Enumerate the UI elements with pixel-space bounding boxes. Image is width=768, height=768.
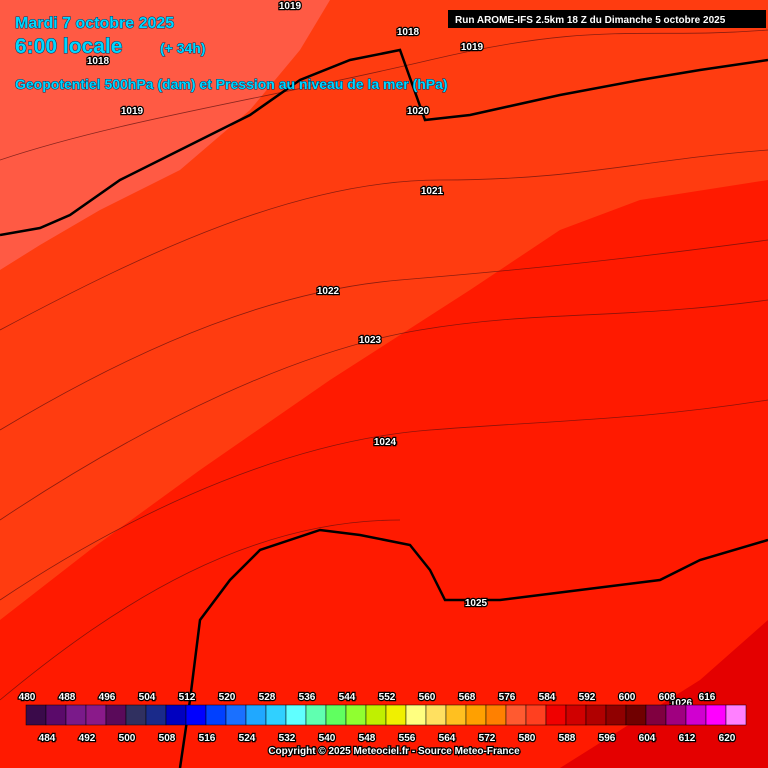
run-info: Run AROME-IFS 2.5km 18 Z du Dimanche 5 o… bbox=[455, 15, 726, 26]
colorbar-label: 620 bbox=[719, 733, 736, 744]
isobar-label: 1024 bbox=[374, 437, 397, 448]
lead-time: (+ 34h) bbox=[160, 40, 206, 56]
field bbox=[560, 620, 768, 768]
color-swatch bbox=[305, 704, 327, 726]
color-swatch bbox=[145, 704, 167, 726]
isobar-label: 1021 bbox=[421, 186, 444, 197]
colorbar-label: 580 bbox=[519, 733, 536, 744]
colorbar-label: 492 bbox=[79, 733, 96, 744]
colorbar: 480 484 488 492 496 500 504 508 512 516 520 524 528 5… bbox=[17, 691, 747, 745]
colorbar-label: 536 bbox=[299, 692, 316, 703]
color-swatch bbox=[425, 704, 447, 726]
colorbar-label: 584 bbox=[539, 692, 556, 703]
isobar-label: 1019 bbox=[279, 1, 302, 12]
colorbar-label: 588 bbox=[559, 733, 576, 744]
colorbar-label: 608 bbox=[659, 692, 676, 703]
colorbar-label: 520 bbox=[219, 692, 236, 703]
colorbar-label: 596 bbox=[599, 733, 616, 744]
color-swatch bbox=[625, 704, 647, 726]
colorbar-label: 480 bbox=[19, 692, 36, 703]
color-swatch bbox=[85, 704, 107, 726]
color-swatch bbox=[345, 704, 367, 726]
isobar-label: 1019 bbox=[121, 106, 144, 117]
colorbar-label: 488 bbox=[59, 692, 76, 703]
colorbar-label: 576 bbox=[499, 692, 516, 703]
color-swatch bbox=[545, 704, 567, 726]
color-swatch bbox=[505, 704, 527, 726]
copyright: Copyright © 2025 Meteociel.fr - Source M… bbox=[268, 746, 520, 757]
color-swatch bbox=[25, 704, 47, 726]
colorbar-label: 612 bbox=[679, 733, 696, 744]
color-swatch bbox=[65, 704, 87, 726]
colorbar-label: 500 bbox=[119, 733, 136, 744]
colorbar-label: 592 bbox=[579, 692, 596, 703]
isobars bbox=[0, 29, 768, 768]
color-swatch bbox=[125, 704, 147, 726]
color-swatch bbox=[245, 704, 267, 726]
color-swatch bbox=[105, 704, 127, 726]
color-swatch bbox=[285, 704, 307, 726]
color-swatch bbox=[705, 704, 727, 726]
color-swatch bbox=[445, 704, 467, 726]
subtitle: Geopotentiel 500hPa (dam) et Pression au… bbox=[15, 76, 448, 92]
colorbar-label: 524 bbox=[239, 733, 256, 744]
colorbar-label: 552 bbox=[379, 692, 396, 703]
colorbar-label: 600 bbox=[619, 692, 636, 703]
colorbar-label: 560 bbox=[419, 692, 436, 703]
colorbar-label: 556 bbox=[399, 733, 416, 744]
color-swatch bbox=[605, 704, 627, 726]
color-swatch bbox=[185, 704, 207, 726]
isobar-label: 1018 bbox=[87, 56, 110, 67]
colorbar-label: 528 bbox=[259, 692, 276, 703]
color-swatch bbox=[645, 704, 667, 726]
date: Mardi 7 octobre 2025 bbox=[15, 15, 174, 32]
color-swatch bbox=[465, 704, 487, 726]
colorbar-label: 508 bbox=[159, 733, 176, 744]
color-swatch bbox=[525, 704, 547, 726]
color-swatch bbox=[205, 704, 227, 726]
color-swatch bbox=[725, 704, 747, 726]
color-swatch bbox=[685, 704, 707, 726]
isobar-label: 1019 bbox=[461, 42, 484, 53]
color-swatch bbox=[325, 704, 347, 726]
colorbar-label: 604 bbox=[639, 733, 656, 744]
isobar-label: 1020 bbox=[407, 106, 430, 117]
isobar-label: 1023 bbox=[359, 335, 382, 346]
colorbar-label: 564 bbox=[439, 733, 456, 744]
colorbar-label: 572 bbox=[479, 733, 496, 744]
colorbar-label: 496 bbox=[99, 692, 116, 703]
color-swatch bbox=[265, 704, 287, 726]
color-swatch bbox=[665, 704, 687, 726]
colorbar-label: 544 bbox=[339, 692, 356, 703]
color-swatch bbox=[585, 704, 607, 726]
isobar-label: 1025 bbox=[465, 598, 488, 609]
colorbar-label: 548 bbox=[359, 733, 376, 744]
colorbar-label: 568 bbox=[459, 692, 476, 703]
colorbar-label: 512 bbox=[179, 692, 196, 703]
isobar-label: 1018 bbox=[397, 27, 420, 38]
color-swatch bbox=[45, 704, 67, 726]
color-swatch bbox=[405, 704, 427, 726]
color-swatch bbox=[565, 704, 587, 726]
color-swatch bbox=[165, 704, 187, 726]
run-box bbox=[448, 10, 766, 28]
color-swatch bbox=[365, 704, 387, 726]
colorbar-label: 484 bbox=[39, 733, 56, 744]
isobar-label: 1022 bbox=[317, 286, 340, 297]
colorbar-label: 532 bbox=[279, 733, 296, 744]
color-swatch bbox=[385, 704, 407, 726]
colorbar-label: 516 bbox=[199, 733, 216, 744]
time: 6:00 locale bbox=[15, 35, 122, 58]
field bbox=[0, 0, 330, 270]
colorbar-label: 540 bbox=[319, 733, 336, 744]
colorbar-label: 504 bbox=[139, 692, 156, 703]
color-swatch bbox=[485, 704, 507, 726]
color-swatch bbox=[225, 704, 247, 726]
colorbar-label: 616 bbox=[699, 692, 716, 703]
